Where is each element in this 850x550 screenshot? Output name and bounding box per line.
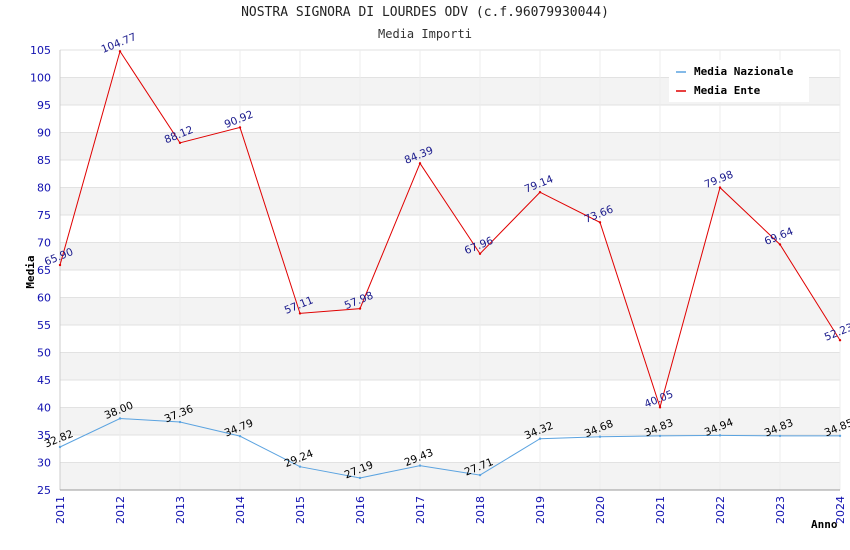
data-point bbox=[178, 141, 182, 145]
x-axis-label: Anno bbox=[811, 518, 838, 531]
x-tick-label: 2021 bbox=[654, 496, 667, 524]
legend-label-media-ente: Media Ente bbox=[694, 84, 761, 97]
y-tick-label: 65 bbox=[37, 264, 51, 277]
legend: Media Nazionale Media Ente bbox=[669, 60, 809, 102]
series-line-media-nazionale bbox=[59, 417, 841, 479]
y-tick-label: 70 bbox=[37, 237, 51, 250]
data-point bbox=[118, 50, 122, 53]
legend-box bbox=[669, 60, 809, 102]
data-point bbox=[298, 312, 302, 315]
grid-band bbox=[60, 270, 840, 298]
data-point bbox=[718, 186, 722, 189]
grid-band bbox=[60, 242, 840, 270]
x-tick-label: 2013 bbox=[174, 496, 187, 524]
y-tick-label: 90 bbox=[37, 127, 51, 140]
data-point bbox=[778, 434, 782, 438]
data-point bbox=[838, 434, 842, 438]
series-line-media-ente bbox=[59, 50, 841, 409]
y-tick-label: 35 bbox=[37, 429, 51, 442]
x-tick-label: 2018 bbox=[474, 496, 487, 524]
data-point bbox=[418, 162, 422, 165]
data-point bbox=[778, 243, 782, 246]
x-tick-label: 2011 bbox=[54, 496, 67, 524]
chart-subtitle: Media Importi bbox=[378, 27, 472, 41]
grid-lines bbox=[59, 49, 841, 491]
data-point bbox=[538, 191, 542, 194]
legend-label-media-nazionale: Media Nazionale bbox=[694, 65, 794, 78]
data-point bbox=[238, 434, 242, 438]
grid-band bbox=[60, 160, 840, 188]
x-tick-label: 2019 bbox=[534, 496, 547, 524]
y-axis-ticks: 25 30 35 40 45 50 55 60 65 70 75 80 85 90 95 100 105 bbox=[30, 44, 51, 497]
data-point bbox=[838, 339, 842, 342]
data-point bbox=[478, 473, 482, 477]
y-tick-label: 105 bbox=[30, 44, 51, 57]
y-tick-label: 60 bbox=[37, 292, 51, 305]
y-tick-label: 40 bbox=[37, 402, 51, 415]
data-point bbox=[298, 465, 302, 468]
chart-title: NOSTRA SIGNORA DI LOURDES ODV (c.f.96079… bbox=[241, 5, 609, 20]
data-point bbox=[58, 263, 62, 267]
data-point bbox=[178, 420, 182, 424]
data-point bbox=[598, 221, 602, 224]
grid-band bbox=[60, 352, 840, 380]
x-axis-ticks: 2011 2012 2013 2014 2015 2016 2017 2018 2019 2020… bbox=[54, 496, 847, 524]
grid-band bbox=[60, 325, 840, 353]
x-tick-label: 2022 bbox=[714, 496, 727, 524]
data-point bbox=[358, 307, 362, 310]
grid-band bbox=[60, 215, 840, 243]
y-tick-label: 55 bbox=[37, 319, 51, 332]
y-tick-label: 95 bbox=[37, 99, 51, 112]
x-tick-label: 2014 bbox=[234, 496, 247, 524]
data-point bbox=[358, 476, 362, 480]
data-point bbox=[118, 417, 122, 420]
data-point bbox=[658, 434, 662, 438]
data-point bbox=[598, 435, 602, 438]
data-point bbox=[58, 445, 62, 449]
grid-band bbox=[60, 435, 840, 463]
x-tick-label: 2016 bbox=[354, 496, 367, 524]
y-axis-label: Media bbox=[24, 255, 37, 288]
y-tick-label: 50 bbox=[37, 347, 51, 360]
grid-band bbox=[60, 132, 840, 160]
grid-band bbox=[60, 462, 840, 490]
y-tick-label: 80 bbox=[37, 182, 51, 195]
x-tick-label: 2017 bbox=[414, 496, 427, 524]
y-tick-label: 100 bbox=[30, 72, 51, 85]
data-point bbox=[478, 252, 482, 255]
x-tick-label: 2023 bbox=[774, 496, 787, 524]
x-tick-label: 2012 bbox=[114, 496, 127, 524]
y-tick-label: 30 bbox=[37, 457, 51, 470]
y-tick-label: 45 bbox=[37, 374, 51, 387]
x-tick-label: 2015 bbox=[294, 496, 307, 524]
grid-bands bbox=[60, 50, 840, 490]
data-point bbox=[418, 464, 422, 467]
data-point bbox=[718, 434, 722, 437]
x-tick-label: 2020 bbox=[594, 496, 607, 524]
data-point bbox=[238, 126, 242, 129]
grid-band bbox=[60, 105, 840, 133]
grid-band bbox=[60, 407, 840, 435]
grid-band bbox=[60, 380, 840, 408]
y-tick-label: 25 bbox=[37, 484, 51, 497]
data-point bbox=[538, 437, 542, 440]
grid-band bbox=[60, 297, 840, 325]
y-tick-label: 75 bbox=[37, 209, 51, 222]
x-tick-label: 2024 bbox=[834, 496, 847, 524]
grid-band bbox=[60, 187, 840, 215]
y-tick-label: 85 bbox=[37, 154, 51, 167]
data-point bbox=[658, 406, 662, 409]
